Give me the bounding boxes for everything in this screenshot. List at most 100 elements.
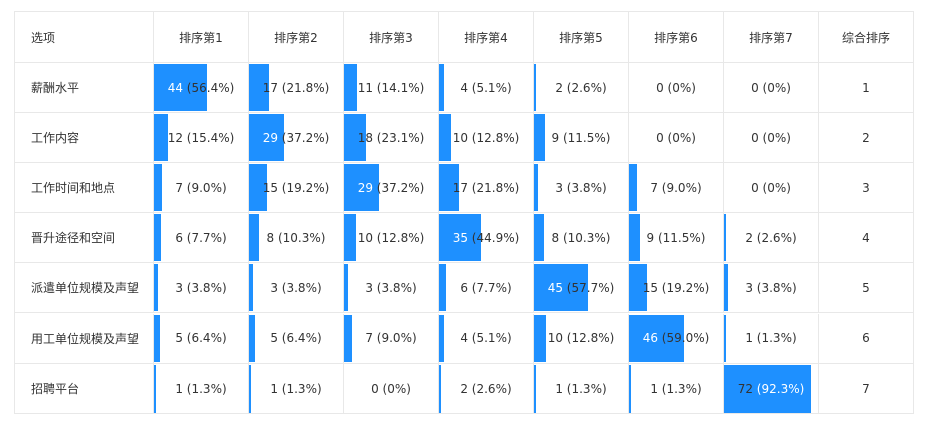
cell-count: 3 — [745, 280, 753, 295]
rank-cell: 10 (12.8%) — [534, 313, 629, 363]
cell-percentage: (0%) — [758, 180, 791, 195]
percentage-bar — [439, 64, 444, 112]
cell-percentage: (2.6%) — [467, 381, 512, 396]
percentage-bar — [724, 364, 811, 413]
cell-percentage: (0%) — [758, 130, 791, 145]
overall-rank: 3 — [862, 180, 870, 195]
cell-count: 0 — [656, 130, 664, 145]
rank-cell: 9 (11.5%) — [534, 113, 629, 163]
overall-rank: 5 — [862, 280, 870, 295]
cell-percentage: (2.6%) — [752, 230, 797, 245]
percentage-bar — [154, 364, 156, 413]
cell-count: 17 — [262, 80, 278, 95]
cell-value-label: 0 (0%) — [751, 131, 791, 145]
cell-count: 29 — [262, 130, 278, 145]
cell-count: 7 — [175, 180, 183, 195]
cell-percentage: (2.6%) — [562, 80, 607, 95]
cell-value-label: 46 (59.0%) — [643, 331, 710, 345]
cell-count: 1 — [270, 381, 278, 396]
cell-count: 1 — [555, 381, 563, 396]
cell-count: 3 — [270, 280, 278, 295]
cell-percentage: (19.2%) — [277, 180, 330, 195]
cell-value-label: 8 (10.3%) — [552, 231, 611, 245]
cell-percentage: (1.3%) — [277, 381, 322, 396]
option-label: 招聘平台 — [15, 363, 154, 414]
cell-count: 15 — [642, 280, 658, 295]
cell-count: 15 — [262, 180, 278, 195]
cell-count: 46 — [642, 331, 658, 346]
cell-value-label: 12 (15.4%) — [168, 131, 235, 145]
cell-value-label: 4 (5.1%) — [460, 331, 511, 345]
rank-cell: 7 (9.0%) — [154, 163, 249, 213]
cell-count: 45 — [547, 280, 563, 295]
cell-count: 17 — [452, 180, 468, 195]
cell-percentage: (19.2%) — [657, 280, 710, 295]
overall-rank: 7 — [862, 381, 870, 396]
percentage-bar — [344, 64, 358, 112]
percentage-bar — [154, 164, 163, 212]
column-header-rank-1: 排序第1 — [154, 12, 249, 62]
cell-count: 10 — [452, 130, 468, 145]
percentage-bar — [534, 164, 538, 212]
cell-value-label: 44 (56.4%) — [168, 81, 235, 95]
rank-cell: 8 (10.3%) — [534, 213, 629, 263]
cell-percentage: (14.1%) — [372, 80, 425, 95]
percentage-bar — [629, 164, 638, 212]
cell-percentage: (3.8%) — [277, 280, 322, 295]
percentage-bar — [439, 164, 460, 212]
cell-count: 72 — [737, 381, 753, 396]
rank-cell: 35 (44.9%) — [439, 213, 534, 263]
cell-count: 3 — [365, 280, 373, 295]
cell-value-label: 29 (37.2%) — [263, 131, 330, 145]
rank-cell: 0 (0%) — [724, 63, 819, 113]
rank-cell: 9 (11.5%) — [629, 213, 724, 263]
cell-value-label: 1 (1.3%) — [270, 382, 321, 396]
percentage-bar — [629, 364, 631, 413]
table-row: 招聘平台 1 (1.3%) 1 (1.3%) 0 (0%) 2 (2.6%) 1 (1.3… — [15, 363, 913, 414]
percentage-bar — [154, 314, 161, 362]
cell-count: 1 — [175, 381, 183, 396]
rank-cell: 46 (59.0%) — [629, 313, 724, 363]
cell-count: 1 — [745, 331, 753, 346]
cell-value-label: 10 (12.8%) — [548, 331, 615, 345]
cell-count: 0 — [751, 80, 759, 95]
percentage-bar — [439, 264, 447, 312]
cell-percentage: (37.2%) — [277, 130, 330, 145]
percentage-bar — [534, 264, 589, 312]
percentage-bar — [344, 214, 357, 262]
cell-value-label: 0 (0%) — [371, 382, 411, 396]
rank-cell: 17 (21.8%) — [249, 63, 344, 113]
cell-percentage: (23.1%) — [372, 130, 425, 145]
cell-percentage: (11.5%) — [559, 130, 611, 145]
cell-count: 7 — [650, 180, 658, 195]
rank-cell: 8 (10.3%) — [249, 213, 344, 263]
percentage-bar — [344, 264, 348, 312]
rank-cell: 0 (0%) — [724, 113, 819, 163]
cell-percentage: (59.0%) — [657, 331, 710, 346]
cell-count: 4 — [460, 80, 468, 95]
cell-count: 2 — [460, 381, 468, 396]
overall-rank: 4 — [862, 230, 870, 245]
ranking-table: 选项 排序第1 排序第2 排序第3 排序第4 排序第5 排序第6 排序第7 综合排序 薪酬水平 44… — [14, 11, 914, 414]
percentage-bar — [249, 64, 270, 112]
rank-cell: 1 (1.3%) — [629, 363, 724, 414]
rank-cell: 2 (2.6%) — [534, 63, 629, 113]
cell-value-label: 15 (19.2%) — [643, 281, 710, 295]
cell-value-label: 7 (9.0%) — [650, 181, 701, 195]
percentage-bar — [344, 164, 379, 212]
percentage-bar — [534, 314, 547, 362]
percentage-bar — [249, 114, 284, 162]
percentage-bar — [154, 264, 158, 312]
cell-percentage: (9.0%) — [372, 331, 417, 346]
cell-value-label: 2 (2.6%) — [460, 382, 511, 396]
cell-percentage: (3.8%) — [752, 280, 797, 295]
rank-cell: 7 (9.0%) — [629, 163, 724, 213]
cell-percentage: (56.4%) — [182, 80, 235, 95]
percentage-bar — [249, 164, 268, 212]
cell-percentage: (0%) — [663, 130, 696, 145]
percentage-bar — [249, 314, 256, 362]
percentage-bar — [629, 264, 648, 312]
percentage-bar — [724, 264, 728, 312]
cell-count: 10 — [357, 230, 373, 245]
cell-value-label: 7 (9.0%) — [175, 181, 226, 195]
